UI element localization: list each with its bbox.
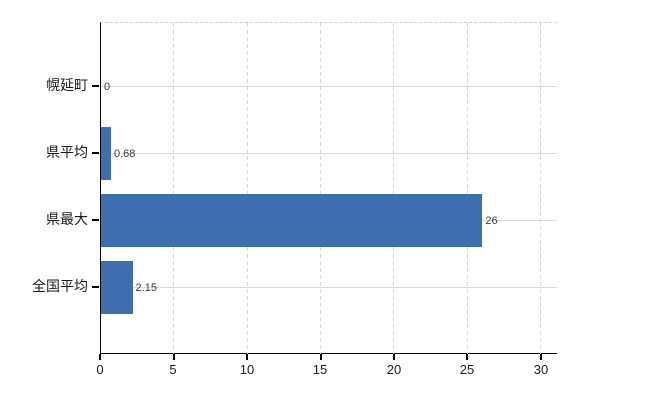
y-tick-mark (92, 219, 99, 221)
y-tick-mark (92, 152, 99, 154)
x-tick-mark (393, 354, 395, 360)
bar-row: 0 (101, 60, 557, 113)
x-tick-mark (173, 354, 175, 360)
y-axis-label: 全国平均 (32, 278, 88, 294)
x-tick-label: 30 (533, 362, 549, 377)
y-tick-mark (92, 286, 99, 288)
gridline-vertical (320, 23, 321, 354)
gridline-vertical (540, 23, 541, 354)
y-axis-label: 県最大 (46, 211, 88, 227)
y-axis-label: 幌延町 (46, 77, 88, 93)
gridline-horizontal (101, 153, 557, 154)
plot-area: 0 0.68 26 2.15 (100, 22, 557, 354)
x-tick-mark (540, 354, 542, 360)
x-tick-label: 20 (386, 362, 402, 377)
y-tick-mark (92, 85, 99, 87)
x-tick-label: 15 (312, 362, 328, 377)
gridline-vertical (247, 23, 248, 354)
bar (101, 127, 111, 180)
x-tick-label: 0 (96, 362, 104, 377)
bar-value-label: 2.15 (135, 281, 157, 294)
bar-value-label: 26 (485, 214, 498, 227)
x-tick-label: 5 (169, 362, 177, 377)
x-tick-label: 25 (459, 362, 475, 377)
bar (101, 261, 133, 314)
gridline-vertical (393, 23, 394, 354)
bar-row: 2.15 (101, 261, 557, 314)
x-tick-mark (466, 354, 468, 360)
y-axis-label: 県平均 (46, 144, 88, 160)
gridline-horizontal (101, 287, 557, 288)
x-tick-mark (99, 354, 101, 360)
gridline-horizontal (101, 86, 557, 87)
bar-value-label: 0 (104, 80, 111, 93)
bar-row: 26 (101, 194, 557, 247)
gridline-vertical (173, 23, 174, 354)
gridline-vertical (467, 23, 468, 354)
x-tick-label: 10 (239, 362, 255, 377)
x-tick-mark (320, 354, 322, 360)
x-tick-mark (246, 354, 248, 360)
bar-row: 0.68 (101, 127, 557, 180)
bar-value-label: 0.68 (113, 147, 136, 160)
bar (101, 194, 483, 247)
